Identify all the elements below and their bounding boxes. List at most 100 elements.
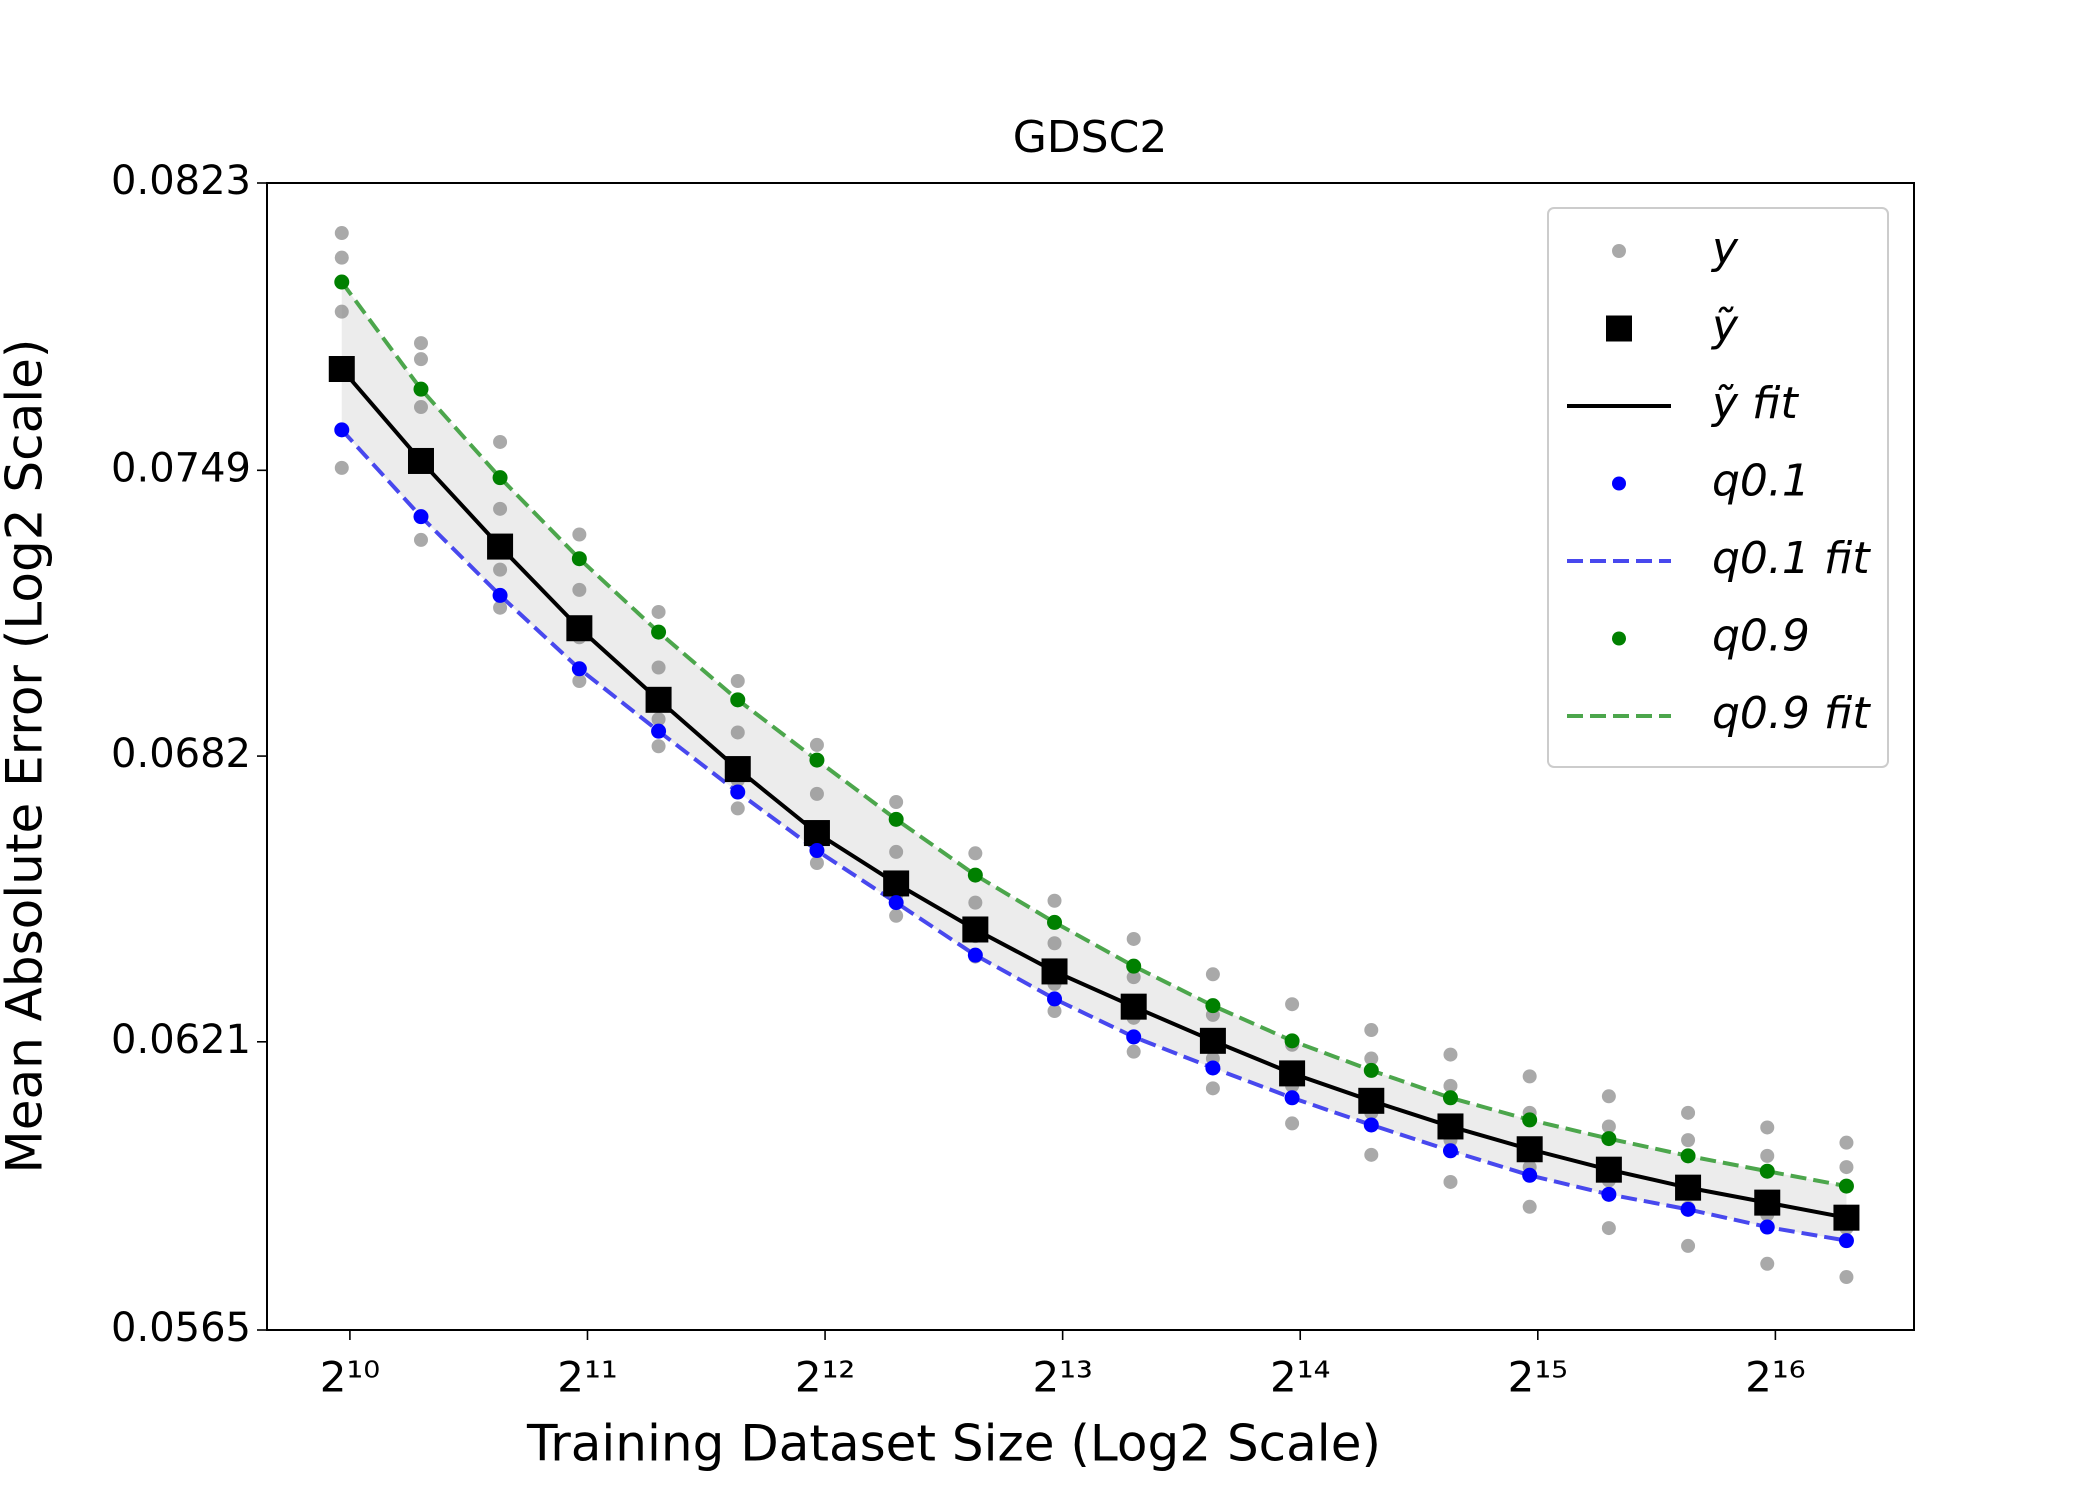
sample-point	[889, 908, 904, 923]
sample-point	[1364, 1023, 1379, 1038]
quantile-point	[651, 624, 667, 640]
y-tick-label: 0.0682	[111, 731, 251, 777]
x-tick-label: 2¹⁰	[320, 1353, 380, 1402]
fit-line	[340, 280, 1847, 1189]
sample-point	[1126, 970, 1141, 985]
legend-dot	[1612, 631, 1626, 646]
quantile-point	[1522, 1167, 1538, 1183]
sample-point	[493, 600, 508, 615]
sample-point	[493, 562, 508, 577]
quantile-point	[888, 811, 904, 827]
quantile-point	[1363, 1117, 1379, 1133]
sample-point	[651, 712, 666, 727]
square-marker	[487, 533, 514, 560]
square-marker	[724, 756, 751, 783]
sample-point	[1681, 1238, 1696, 1253]
sample-point	[968, 846, 983, 861]
sample-point	[730, 673, 745, 688]
quantile-point	[1522, 1112, 1538, 1128]
quantile-point	[1205, 998, 1221, 1014]
sample-point	[1443, 1174, 1458, 1189]
quantile-point	[967, 867, 983, 883]
quantile-point	[1601, 1186, 1617, 1202]
quantile-point	[1126, 1029, 1142, 1045]
quantile-point	[413, 509, 429, 525]
sample-point	[809, 786, 824, 801]
sample-point	[1364, 1051, 1379, 1066]
quantile-point	[571, 661, 587, 677]
legend-dot	[1612, 476, 1626, 491]
legend-box	[1547, 207, 1889, 768]
square-marker	[328, 356, 355, 383]
y-tick-label: 0.0621	[111, 1017, 251, 1063]
square-marker	[1041, 958, 1068, 985]
sample-point	[1205, 1081, 1220, 1096]
sample-point	[1681, 1105, 1696, 1120]
sample-point	[1839, 1270, 1854, 1285]
sample-point	[1047, 893, 1062, 908]
quantile-point	[1205, 1060, 1221, 1076]
sample-point	[1522, 1069, 1537, 1084]
square-marker	[1516, 1136, 1543, 1163]
quantile-point	[1601, 1131, 1617, 1147]
square-marker	[883, 870, 910, 897]
sample-point	[334, 304, 349, 319]
sample-point	[572, 582, 587, 597]
quantile-point	[1838, 1233, 1854, 1249]
sample-point	[1047, 1004, 1062, 1019]
x-tick-label: 2¹³	[1032, 1353, 1092, 1402]
square-marker	[1279, 1060, 1306, 1087]
sample-point	[1601, 1089, 1616, 1104]
sample-point	[1601, 1119, 1616, 1134]
legend-dot	[1612, 244, 1626, 258]
sample-point	[730, 725, 745, 740]
sample-point	[889, 844, 904, 859]
sample-point	[1760, 1256, 1775, 1271]
sample-point	[651, 604, 666, 619]
sample-point	[1285, 997, 1300, 1012]
sample-point	[968, 895, 983, 910]
quantile-point	[730, 784, 746, 800]
legend-label: ỹ	[1710, 301, 1739, 352]
chart-title: GDSC2	[1013, 112, 1168, 163]
sample-point	[413, 532, 428, 547]
sample-point	[1839, 1160, 1854, 1175]
square-marker	[1675, 1174, 1702, 1201]
sample-point	[1681, 1133, 1696, 1148]
sample-point	[334, 226, 349, 241]
square-marker	[407, 447, 434, 474]
legend: yỹ ỹ fit q0.1 q0.1 fit q0.9 q0.9 fit	[1547, 207, 1889, 768]
square-marker	[1120, 993, 1147, 1020]
sample-point	[572, 527, 587, 542]
legend-square	[1606, 315, 1632, 342]
square-marker	[566, 615, 593, 642]
sample-point	[493, 434, 508, 449]
y-axis-label: Mean Absolute Error (Log2 Scale)	[0, 339, 54, 1174]
quantile-point	[1363, 1062, 1379, 1078]
square-marker	[645, 686, 672, 713]
fit-line	[340, 428, 1847, 1243]
quantile-point	[809, 843, 825, 859]
sample-point	[1205, 967, 1220, 982]
quantile-point	[1838, 1178, 1854, 1194]
sample-point	[334, 460, 349, 475]
legend-label: q0.1	[1712, 456, 1810, 507]
sample-point	[572, 673, 587, 688]
y-tick-label: 0.0749	[111, 445, 251, 491]
square-marker	[1437, 1113, 1464, 1140]
square-marker	[1358, 1087, 1385, 1114]
square-marker	[803, 820, 830, 847]
quantile-point	[651, 723, 667, 739]
sample-point	[1443, 1078, 1458, 1093]
legend-label: q0.9	[1712, 611, 1810, 662]
sample-point	[730, 801, 745, 816]
sample-point	[651, 660, 666, 675]
quantile-point	[730, 692, 746, 708]
legend-label: q0.9 fit	[1712, 688, 1871, 739]
legend-label: q0.1 fit	[1712, 533, 1871, 584]
sample-point	[1285, 1116, 1300, 1131]
x-tick-label: 2¹⁵	[1508, 1353, 1568, 1402]
sample-point	[413, 400, 428, 415]
sample-point	[1443, 1047, 1458, 1062]
